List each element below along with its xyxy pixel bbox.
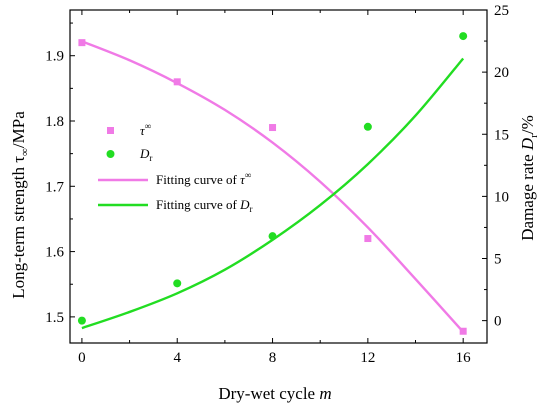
plot-frame-layer [69,9,488,344]
data-point-square [269,124,277,132]
x-tick-label: 4 [173,350,181,366]
series-line-2 [81,40,465,333]
legend-label: Fitting curve of Dr [156,197,253,214]
plot-frame [69,9,488,344]
x-tick-label: 12 [360,350,375,366]
y-left-tick-label: 1.5 [45,310,64,326]
data-point-circle [173,279,182,288]
data-markers-layer [77,32,468,335]
fitting-curves-layer [81,40,465,333]
y-left-tick-label: 1.6 [45,245,64,261]
legend-label: τ∞ [140,121,151,138]
data-point-square [364,235,372,243]
y-right-tick-label: 5 [494,252,502,268]
data-point-circle [459,32,468,41]
tick-labels-layer: 0 4 8 12 16 1.5 1.6 1.7 1.8 1.9 0 5 10 15 20 25 [45,3,509,366]
legend-square-swatch [107,127,114,134]
data-point-square [459,327,467,335]
legend-label: Dr [139,146,152,163]
y-left-tick-label: 1.9 [45,49,64,65]
y-left-tick-label: 1.7 [45,179,64,195]
x-tick-label: 16 [456,350,472,366]
legend-circle-swatch [106,150,115,158]
series-line-3 [81,57,465,330]
data-point-square [173,78,181,86]
y-left-axis-title: Long-term strength τ∞/MPa [9,111,31,299]
data-point-circle [268,232,277,241]
y-right-tick-label: 0 [494,314,502,330]
data-point-circle [77,316,86,325]
y-right-axis-title: Damage rate Dr/% [518,115,540,240]
x-tick-label: 8 [269,350,277,366]
y-right-tick-label: 25 [494,3,509,19]
y-right-tick-label: 15 [494,127,509,143]
y-right-tick-label: 20 [494,65,509,81]
legend-label: Fitting curve of τ∞ [156,170,251,187]
x-tick-label: 0 [78,350,86,366]
data-point-circle [363,122,372,131]
data-point-square [78,39,86,47]
x-axis-title: Dry-wet cycle m [218,384,331,403]
y-left-tick-label: 1.8 [45,114,64,130]
y-right-tick-label: 10 [494,189,509,205]
